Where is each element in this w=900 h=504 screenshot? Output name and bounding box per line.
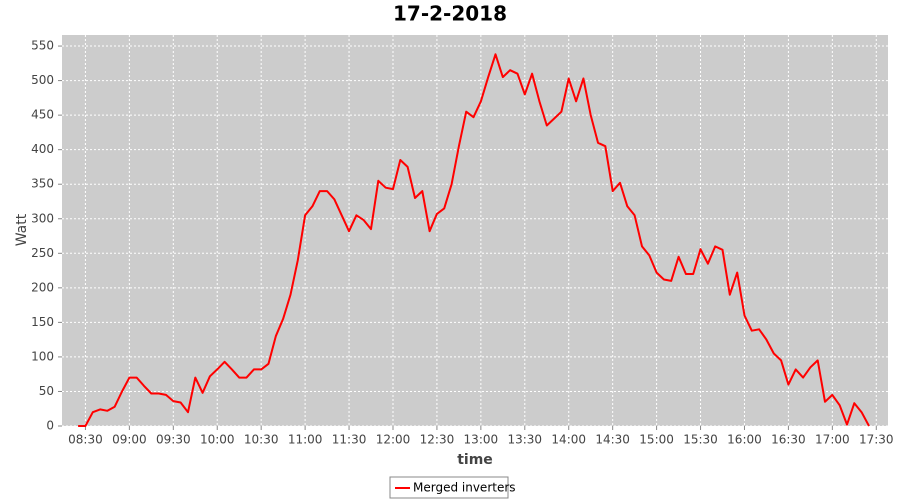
chart-title: 17-2-2018 bbox=[393, 2, 507, 26]
y-tick-label: 350 bbox=[31, 177, 54, 191]
y-tick-label: 100 bbox=[31, 349, 54, 363]
x-tick-label: 09:00 bbox=[112, 433, 147, 447]
legend bbox=[389, 476, 509, 499]
y-tick-label: 50 bbox=[39, 384, 54, 398]
plot-area bbox=[62, 35, 888, 426]
x-tick-label: 11:00 bbox=[288, 433, 323, 447]
x-tick-label: 08:30 bbox=[68, 433, 103, 447]
x-tick-label: 09:30 bbox=[156, 433, 191, 447]
x-tick-label: 14:30 bbox=[595, 433, 630, 447]
y-tick-label: 400 bbox=[31, 142, 54, 156]
x-tick-label: 12:30 bbox=[420, 433, 455, 447]
y-tick-label: 250 bbox=[31, 246, 54, 260]
y-tick-label: 550 bbox=[31, 39, 54, 53]
y-tick-label: 0 bbox=[46, 419, 54, 433]
x-tick-label: 13:30 bbox=[507, 433, 542, 447]
x-tick-label: 17:00 bbox=[815, 433, 850, 447]
y-axis-label: Watt bbox=[14, 213, 30, 246]
y-tick-label: 150 bbox=[31, 315, 54, 329]
x-tick-label: 13:00 bbox=[464, 433, 499, 447]
y-tick-label: 200 bbox=[31, 280, 54, 294]
x-tick-label: 17:30 bbox=[859, 433, 894, 447]
x-tick-label: 10:30 bbox=[244, 433, 279, 447]
x-tick-label: 12:00 bbox=[376, 433, 411, 447]
y-tick-label: 450 bbox=[31, 108, 54, 122]
y-tick-label: 300 bbox=[31, 211, 54, 225]
x-tick-label: 15:00 bbox=[639, 433, 674, 447]
x-axis-label: time bbox=[457, 452, 493, 468]
x-tick-label: 15:30 bbox=[683, 433, 718, 447]
x-tick-label: 10:00 bbox=[200, 433, 235, 447]
y-tick-label: 500 bbox=[31, 73, 54, 87]
x-tick-label: 16:30 bbox=[771, 433, 806, 447]
legend-label: Merged inverters bbox=[413, 481, 516, 495]
x-tick-label: 11:30 bbox=[332, 433, 367, 447]
data-line bbox=[78, 53, 870, 427]
x-tick-label: 14:00 bbox=[551, 433, 586, 447]
x-tick-label: 16:00 bbox=[727, 433, 762, 447]
